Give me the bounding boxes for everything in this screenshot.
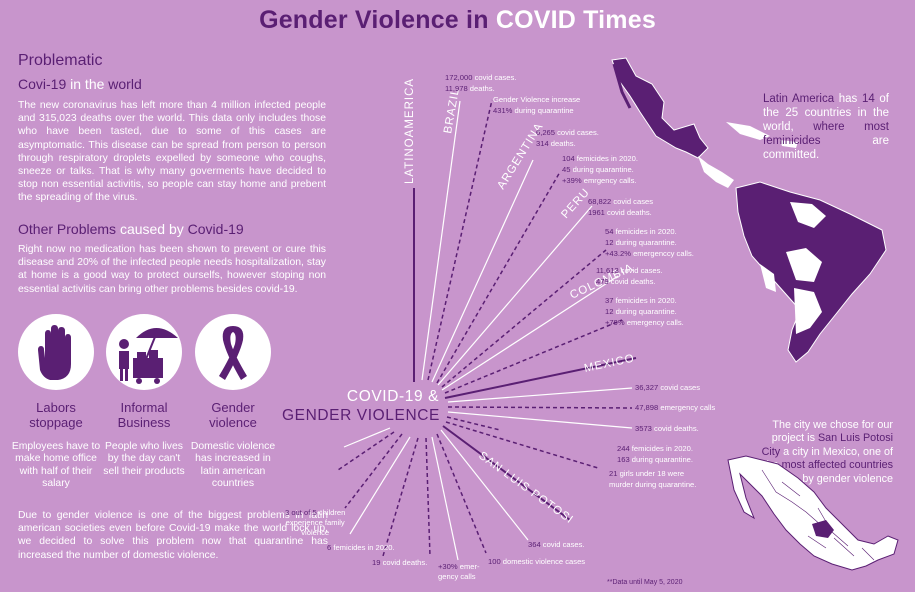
mexico-map — [727, 455, 899, 571]
other-problems-heading: Other Problems caused by Covid-19 — [18, 221, 244, 237]
covid-world-text: The new coronavirus has left more than 4… — [18, 100, 326, 204]
stats-colombia: 11,613 covid cases. 479 covid deaths. 37… — [596, 266, 684, 327]
stat-mexico-calls: 47,898 emergency calls — [635, 403, 716, 412]
card-title-informal: Informal Business — [117, 400, 171, 430]
slp-state-highlight — [812, 520, 834, 538]
other-problems-text: Right now no medication has been shown t… — [18, 244, 326, 295]
page-title: Gender Violence in COVID Times — [259, 6, 656, 34]
stats-argentina: 6,265 covid cases. 314 deaths. 104 femic… — [536, 128, 638, 185]
stat-slp-deaths: 19 covid deaths. — [372, 558, 428, 567]
footnote: **Data until May 5, 2020 — [607, 579, 683, 586]
stat-mexico-girls: 21 girls under 18 were murder during qua… — [609, 469, 697, 489]
stats-brazil: 172,000 covid cases. 11,978 deaths. Gend… — [445, 73, 581, 115]
street-vendor-icon — [106, 314, 182, 390]
stat-mexico-femicides: 244 femicides in 2020. 163 during quaran… — [617, 444, 693, 464]
slp-label: SAN LUIS POTOSI — [476, 450, 575, 527]
card-title-labors: Labors stoppage — [29, 400, 83, 430]
stats-peru: 68,822 covid cases 1961 covid deaths. 54… — [588, 197, 694, 258]
stat-slp-calls: +30% emer- gency calls — [438, 562, 480, 581]
card-body-gender: Domestic violence has increased in latin… — [190, 441, 276, 490]
card-title-gender: Gender violence — [209, 400, 257, 430]
stat-mexico-deaths: 3573 covid deaths. — [635, 424, 699, 433]
hand-stop-icon — [18, 314, 94, 390]
stat-slp-femicides: 6 femicides in 2020. — [327, 543, 395, 552]
hub-line-2: GENDER VIOLENCE — [282, 407, 440, 424]
problematic-heading: Problematic — [18, 52, 103, 69]
stat-slp-children: 3 out of 5 children experience family vi… — [285, 508, 346, 537]
card-body-informal: People who lives by the day can't sell t… — [103, 441, 185, 477]
card-body-labors: Employees have to make home office with … — [11, 441, 101, 490]
hub-line-1: COVID-19 & — [347, 388, 439, 405]
stat-slp-domestic: 100 domestic violence cases — [488, 557, 586, 566]
latin-america-map — [611, 57, 887, 363]
bottom-text: Due to gender violence is one of the big… — [18, 510, 328, 561]
covid-world-heading: Covi-19 in the world — [18, 76, 142, 92]
latinoamerica-label: LATINOAMERICA — [404, 78, 416, 184]
awareness-ribbon-icon — [195, 314, 271, 390]
latam-text: Latin America has 14 of the 25 countries… — [763, 93, 889, 161]
stat-mexico-cases: 36,327 covid cases — [635, 383, 701, 392]
stat-slp-cases: 364 covid cases. — [528, 540, 585, 549]
